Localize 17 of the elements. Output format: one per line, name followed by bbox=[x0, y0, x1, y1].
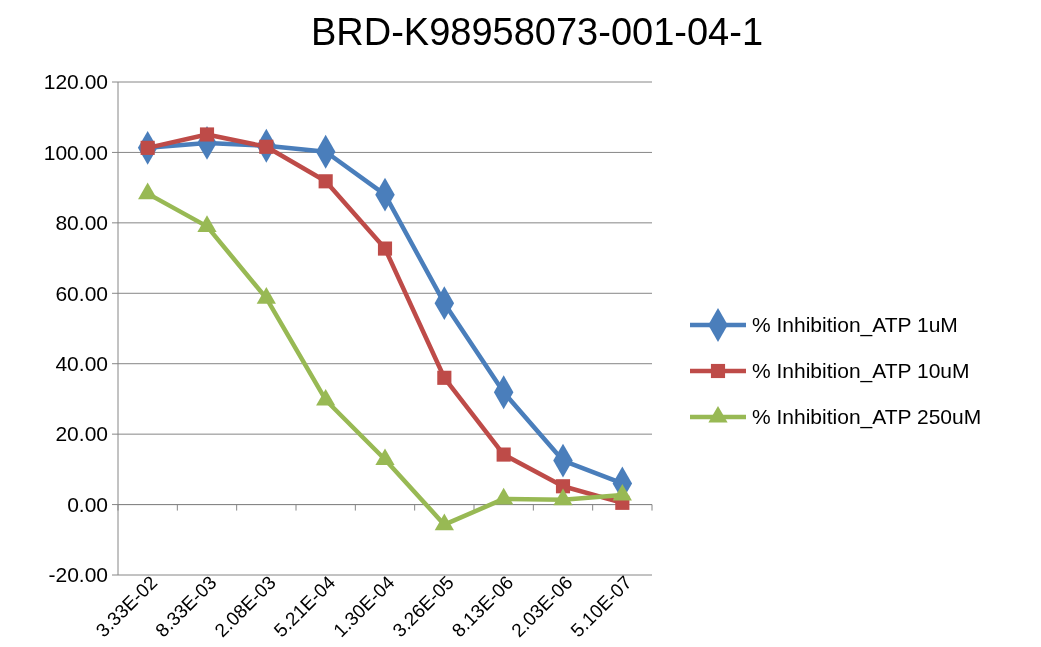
point bbox=[318, 174, 333, 189]
y-tick-label: 60.00 bbox=[55, 281, 108, 305]
legend-label: % Inhibition_ATP 10uM bbox=[752, 359, 970, 384]
point bbox=[377, 241, 393, 256]
y-tick-label: 20.00 bbox=[55, 422, 108, 446]
y-tick-label: 100.00 bbox=[43, 140, 108, 164]
y-tick-label: 0.00 bbox=[67, 492, 108, 516]
point bbox=[199, 127, 215, 142]
y-tick-label: 80.00 bbox=[55, 211, 108, 235]
legend-label: % Inhibition_ATP 250uM bbox=[752, 405, 982, 430]
point bbox=[437, 370, 452, 385]
y-tick-label: 120.00 bbox=[43, 70, 108, 94]
point bbox=[496, 447, 511, 462]
chart-title: BRD-K98958073-001-04-1 bbox=[310, 11, 764, 53]
legend-label: % Inhibition_ATP 1uM bbox=[752, 313, 958, 338]
point bbox=[555, 479, 571, 494]
y-tick-label: 40.00 bbox=[55, 352, 108, 376]
